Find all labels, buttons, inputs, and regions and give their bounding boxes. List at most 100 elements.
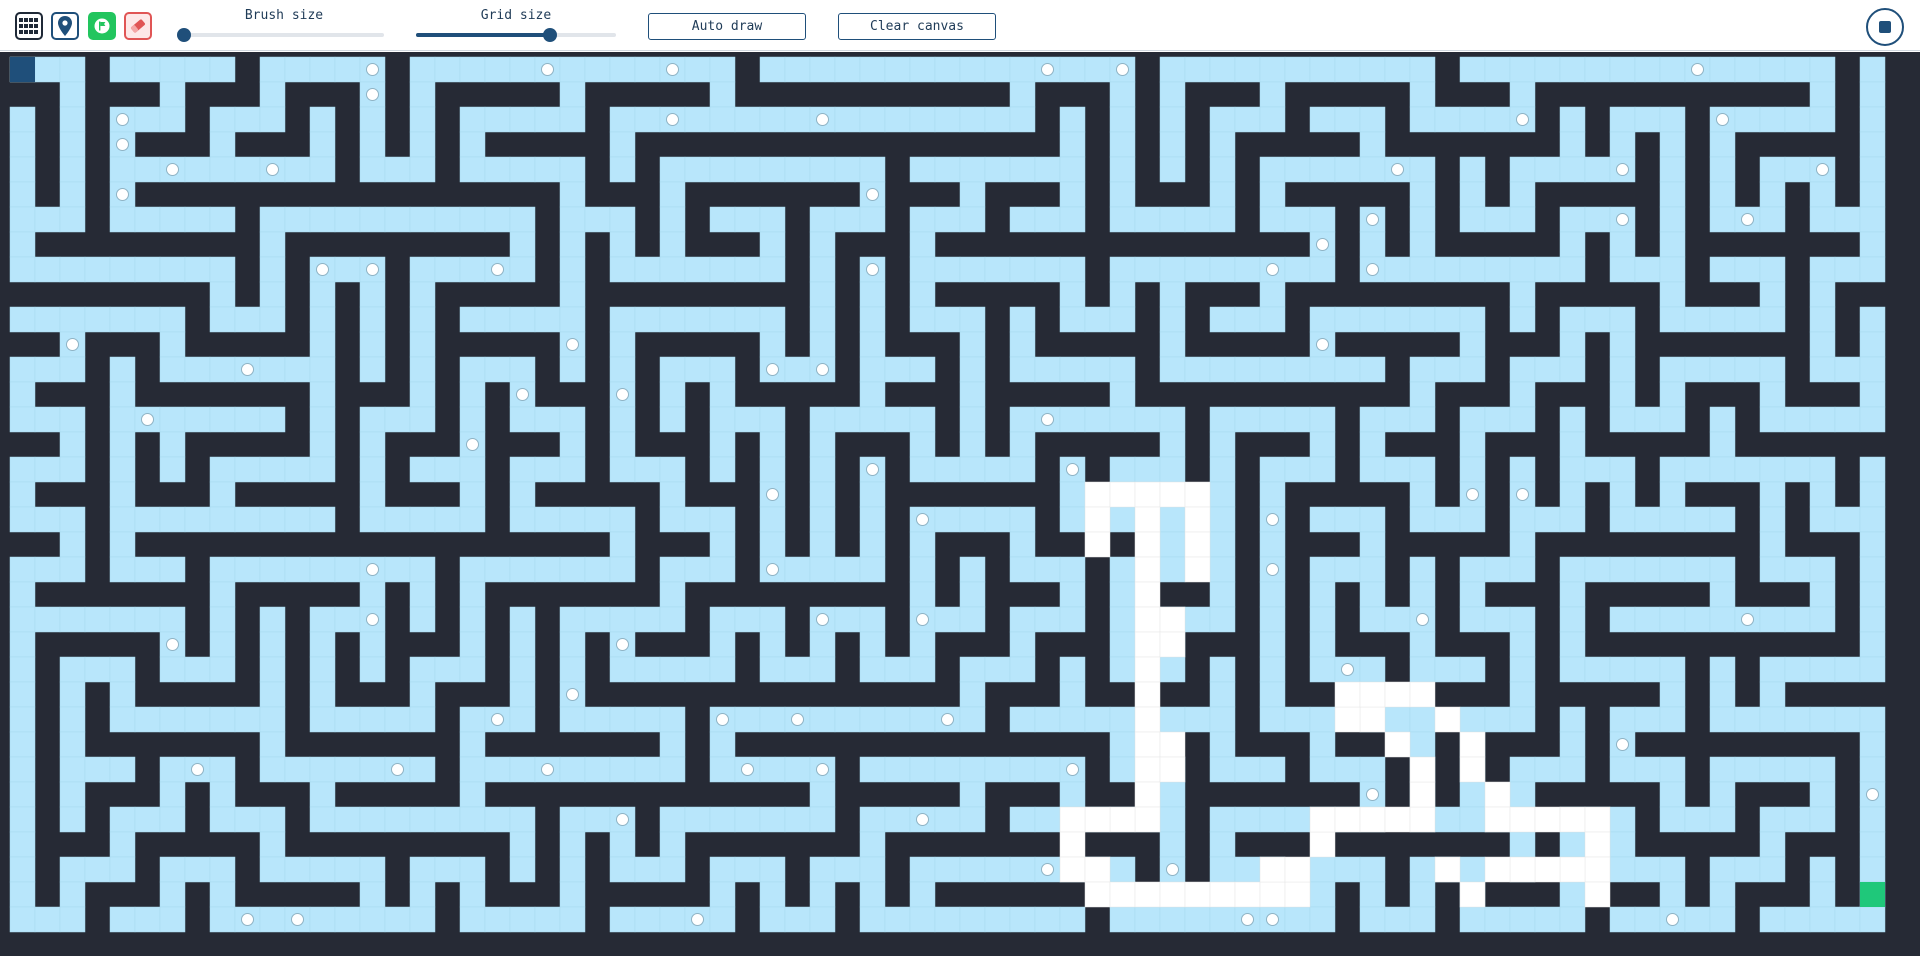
maze-cell[interactable] [834,706,861,733]
maze-cell[interactable] [584,706,611,733]
maze-cell[interactable] [1034,206,1061,233]
maze-cell[interactable] [59,181,86,208]
maze-cell[interactable] [9,831,36,858]
drawn-path-cell[interactable] [1509,856,1536,883]
maze-cell[interactable] [1259,181,1286,208]
maze-cell[interactable] [1659,556,1686,583]
maze-cell[interactable] [1459,456,1486,483]
grid-size-slider[interactable]: Grid size [416,8,616,42]
maze-cell[interactable] [1234,56,1261,83]
maze-cell[interactable] [1109,856,1136,883]
maze-cell[interactable] [534,556,561,583]
maze-cell[interactable] [1109,581,1136,608]
maze-cell[interactable] [909,156,936,183]
maze-cell[interactable] [1659,106,1686,133]
maze-cell[interactable] [34,356,61,383]
drawn-path-cell[interactable] [1109,881,1136,908]
maze-cell[interactable] [1159,81,1186,108]
maze-cell[interactable] [59,56,86,83]
maze-cell[interactable] [1759,506,1786,533]
maze-cell[interactable] [1209,106,1236,133]
maze-cell[interactable] [484,356,511,383]
maze-cell[interactable] [659,731,686,758]
maze-cell[interactable] [1609,856,1636,883]
maze-cell[interactable] [1184,56,1211,83]
maze-cell[interactable] [1459,556,1486,583]
maze-cell[interactable] [1359,881,1386,908]
maze-cell[interactable] [759,881,786,908]
maze-cell[interactable] [1109,106,1136,133]
clear-canvas-button[interactable]: Clear canvas [838,13,996,40]
maze-cell[interactable] [609,531,636,558]
maze-cell[interactable] [1034,756,1061,783]
start-tool-button[interactable] [51,12,79,40]
grid-size-track[interactable] [416,28,616,42]
maze-cell[interactable] [1434,106,1461,133]
maze-cell[interactable] [634,906,661,933]
maze-cell[interactable] [734,206,761,233]
maze-cell[interactable] [309,556,336,583]
maze-cell[interactable] [1309,731,1336,758]
maze-cell[interactable] [909,281,936,308]
maze-cell[interactable] [1859,331,1886,358]
maze-cell[interactable] [134,206,161,233]
maze-cell[interactable] [1634,856,1661,883]
maze-cell[interactable] [1284,356,1311,383]
maze-cell[interactable] [1809,706,1836,733]
maze-cell[interactable] [1359,356,1386,383]
maze-cell[interactable] [909,656,936,683]
maze-cell[interactable] [659,556,686,583]
maze-cell[interactable] [384,156,411,183]
maze-cell[interactable] [1759,406,1786,433]
maze-cell[interactable] [1334,356,1361,383]
maze-cell[interactable] [1534,56,1561,83]
maze-cell[interactable] [759,256,786,283]
maze-cell[interactable] [409,406,436,433]
maze-cell[interactable] [1659,481,1686,508]
maze-cell[interactable] [34,306,61,333]
maze-cell[interactable] [884,656,911,683]
maze-cell[interactable] [1584,656,1611,683]
maze-cell[interactable] [909,306,936,333]
maze-cell[interactable] [1159,506,1186,533]
drawn-path-cell[interactable] [1134,631,1161,658]
maze-cell[interactable] [1559,356,1586,383]
maze-cell[interactable] [1634,906,1661,933]
maze-cell[interactable] [159,881,186,908]
maze-cell[interactable] [1109,556,1136,583]
maze-cell[interactable] [934,856,961,883]
maze-cell[interactable] [1859,706,1886,733]
maze-cell[interactable] [1684,456,1711,483]
maze-cell[interactable] [1809,281,1836,308]
maze-cell[interactable] [109,206,136,233]
maze-cell[interactable] [109,806,136,833]
drawn-path-cell[interactable] [1484,806,1511,833]
maze-cell[interactable] [409,656,436,683]
maze-cell[interactable] [1859,731,1886,758]
drawn-path-cell[interactable] [1084,506,1111,533]
maze-cell[interactable] [1509,681,1536,708]
maze-cell[interactable] [659,156,686,183]
maze-cell[interactable] [1184,206,1211,233]
maze-cell[interactable] [9,881,36,908]
maze-cell[interactable] [184,156,211,183]
maze-cell[interactable] [1759,706,1786,733]
maze-cell[interactable] [709,806,736,833]
maze-cell[interactable] [909,756,936,783]
maze-cell[interactable] [934,906,961,933]
maze-cell[interactable] [359,81,386,108]
drawn-path-cell[interactable] [1409,781,1436,808]
maze-cell[interactable] [1184,906,1211,933]
maze-cell[interactable] [1459,806,1486,833]
maze-cell[interactable] [1634,406,1661,433]
maze-cell[interactable] [1234,406,1261,433]
drawn-path-cell[interactable] [1084,881,1111,908]
maze-cell[interactable] [659,256,686,283]
maze-cell[interactable] [184,206,211,233]
maze-cell[interactable] [1459,656,1486,683]
maze-cell[interactable] [1734,456,1761,483]
maze-cell[interactable] [1659,706,1686,733]
maze-cell[interactable] [759,806,786,833]
maze-cell[interactable] [784,806,811,833]
maze-cell[interactable] [1459,256,1486,283]
